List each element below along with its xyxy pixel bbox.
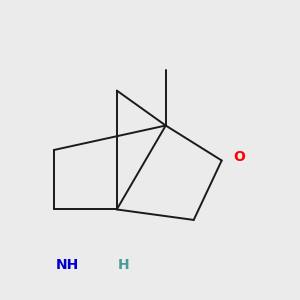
Text: O: O (233, 150, 245, 164)
Text: NH: NH (56, 258, 80, 272)
Text: H: H (118, 258, 130, 272)
